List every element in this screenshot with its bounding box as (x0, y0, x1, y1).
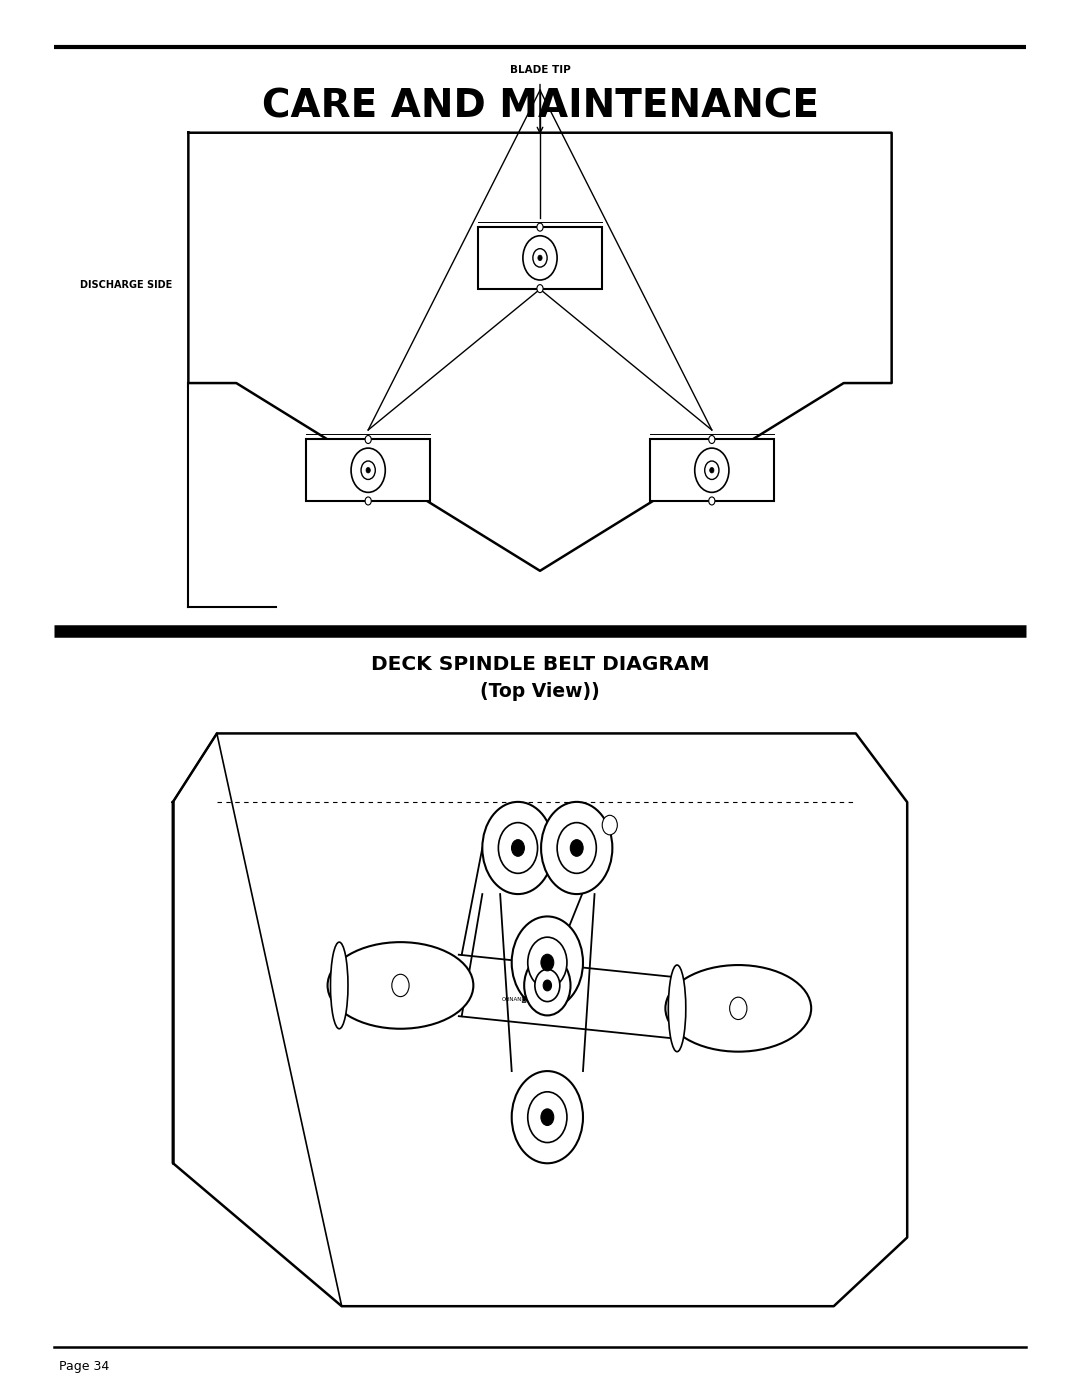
Circle shape (365, 436, 372, 443)
Text: DECK SPINDLE BELT DIAGRAM: DECK SPINDLE BELT DIAGRAM (370, 655, 710, 675)
Circle shape (528, 1092, 567, 1143)
Circle shape (537, 285, 543, 292)
Circle shape (528, 937, 567, 988)
Circle shape (710, 468, 714, 474)
Circle shape (541, 1109, 554, 1126)
Circle shape (538, 256, 542, 261)
Circle shape (512, 916, 583, 1009)
Text: Page 34: Page 34 (59, 1359, 110, 1373)
Ellipse shape (327, 942, 473, 1028)
Circle shape (543, 981, 552, 990)
Circle shape (541, 954, 554, 971)
Circle shape (524, 956, 570, 1016)
Text: BLADE TIP: BLADE TIP (510, 64, 570, 74)
Circle shape (523, 236, 557, 279)
Text: CARE AND MAINTENANCE: CARE AND MAINTENANCE (261, 87, 819, 126)
Circle shape (541, 802, 612, 894)
Circle shape (365, 497, 372, 504)
Circle shape (603, 816, 618, 835)
Circle shape (392, 974, 409, 996)
Circle shape (512, 1071, 583, 1164)
Bar (650, 440, 774, 502)
Circle shape (535, 970, 559, 1002)
Circle shape (557, 823, 596, 873)
Circle shape (704, 461, 719, 479)
Circle shape (708, 497, 715, 504)
Circle shape (570, 840, 583, 856)
Ellipse shape (665, 965, 811, 1052)
Circle shape (498, 823, 538, 873)
Circle shape (537, 224, 543, 231)
Circle shape (512, 840, 525, 856)
Text: (Top View)): (Top View)) (481, 682, 599, 701)
Text: OHNAN◙: OHNAN◙ (501, 996, 527, 1003)
Circle shape (483, 802, 554, 894)
Bar (306, 440, 430, 502)
Circle shape (361, 461, 376, 479)
Circle shape (694, 448, 729, 492)
Ellipse shape (330, 942, 348, 1028)
Circle shape (532, 249, 548, 267)
Bar (477, 228, 602, 289)
Circle shape (708, 436, 715, 443)
Circle shape (351, 448, 386, 492)
Ellipse shape (669, 965, 686, 1052)
Text: DISCHARGE SIDE: DISCHARGE SIDE (80, 279, 173, 289)
Circle shape (730, 997, 747, 1020)
Circle shape (366, 468, 370, 474)
